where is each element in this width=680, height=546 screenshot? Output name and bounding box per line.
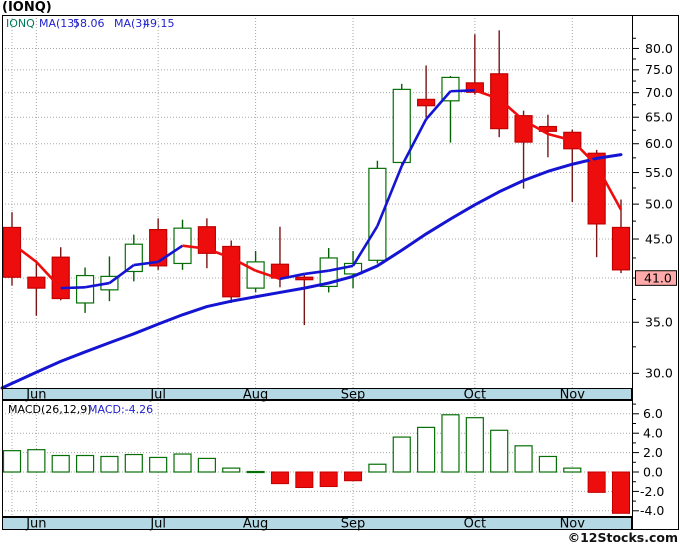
macd-bar <box>246 470 265 474</box>
candle-down <box>197 226 216 254</box>
legend-ma13-value: 58.06 <box>73 17 105 30</box>
macd-bar <box>392 436 411 473</box>
macd-bar <box>441 414 460 473</box>
frame <box>2 15 679 530</box>
svg-text:55.0: 55.0 <box>645 165 673 180</box>
macd-bar <box>612 471 630 514</box>
macd-bar <box>2 450 22 473</box>
ma3-line <box>11 89 623 290</box>
macd-label: MACD(26,12,9) <box>8 403 92 416</box>
svg-text:Jul: Jul <box>149 517 166 532</box>
watermark-12stocks: ©12Stocks.com <box>567 530 678 545</box>
macd-legend: MACD(26,12,9) MACD:-4.26 <box>0 403 632 416</box>
svg-text:-2.0: -2.0 <box>640 484 664 499</box>
candle-down <box>490 73 509 130</box>
candle-down <box>27 276 46 289</box>
legend-ma3-value: 49.15 <box>143 17 175 30</box>
price-legend: IONQ MA(13) 58.06 MA(3) 49.15 <box>0 17 632 30</box>
svg-text:45.0: 45.0 <box>645 231 673 246</box>
page-title: (IONQ) <box>2 0 52 15</box>
macd-bar <box>100 455 119 473</box>
macd-bar <box>344 471 363 482</box>
svg-text:Sep: Sep <box>341 387 366 402</box>
macd-bar <box>295 471 314 489</box>
candle-up <box>124 243 143 273</box>
macd-bar <box>417 426 436 473</box>
macd-bar <box>27 449 46 473</box>
macd-bars <box>2 414 630 514</box>
macd-bar <box>368 463 387 473</box>
svg-text:2.0: 2.0 <box>643 445 663 460</box>
candle-down <box>222 245 241 298</box>
candle-up <box>246 261 265 289</box>
macd-bar <box>514 445 533 473</box>
svg-text:Jul: Jul <box>149 387 166 402</box>
candle-down <box>51 256 70 300</box>
macd-bar <box>538 455 558 473</box>
svg-text:Nov: Nov <box>560 387 586 402</box>
svg-text:Nov: Nov <box>560 517 586 532</box>
svg-text:Jun: Jun <box>25 387 46 402</box>
gridlines <box>2 15 632 517</box>
ma13-line <box>0 153 623 390</box>
macd-bar <box>222 467 241 473</box>
candle-down <box>2 226 22 278</box>
candle-up <box>392 88 411 164</box>
macd-bar <box>587 471 606 493</box>
svg-text:65.0: 65.0 <box>645 110 673 125</box>
last-price-label: 41.0 <box>644 270 672 285</box>
month-bands: Jun Jun Jul Jul Aug Aug Sep Sep Oct Oct Nov Nov <box>2 387 632 532</box>
svg-text:30.0: 30.0 <box>645 366 673 381</box>
svg-text:4.0: 4.0 <box>643 426 663 441</box>
svg-text:35.0: 35.0 <box>645 315 673 330</box>
svg-text:60.0: 60.0 <box>645 136 673 151</box>
macd-bar <box>173 453 192 473</box>
candles <box>2 30 631 326</box>
macd-bar <box>149 456 168 473</box>
svg-text:Sep: Sep <box>341 517 366 532</box>
macd-bar <box>197 457 216 473</box>
svg-text:-4.0: -4.0 <box>640 503 664 518</box>
svg-text:70.0: 70.0 <box>645 85 673 100</box>
candle-down <box>465 82 484 93</box>
macd-bar <box>51 454 70 473</box>
svg-text:Jun: Jun <box>25 517 46 532</box>
macd-bar <box>270 471 289 485</box>
macd-axis: 6.0 4.0 2.0 0.0 -2.0 -4.0 <box>632 403 664 518</box>
legend-symbol: IONQ <box>6 17 35 30</box>
svg-text:80.0: 80.0 <box>645 41 673 56</box>
macd-bar <box>319 471 338 488</box>
macd-value: MACD:-4.26 <box>88 403 154 416</box>
candle-up <box>368 167 387 261</box>
last-price-highlight <box>635 270 677 286</box>
svg-text:0.0: 0.0 <box>643 464 663 479</box>
legend-ma3-label: MA(3) <box>114 17 147 30</box>
macd-bar <box>490 429 509 473</box>
macd-bar <box>465 417 484 473</box>
macd-bar <box>75 454 95 473</box>
candle-down <box>611 226 631 271</box>
candle-down <box>417 98 436 107</box>
svg-text:6.0: 6.0 <box>643 406 663 421</box>
svg-text:Oct: Oct <box>464 387 486 402</box>
macd-bar <box>124 453 143 473</box>
svg-text:Aug: Aug <box>243 387 268 402</box>
candle-up <box>75 274 95 304</box>
candle-down <box>295 276 314 281</box>
price-axis: 80.0 75.0 70.0 65.0 60.0 55.0 50.0 45.0 41.0 35.0… <box>632 37 677 381</box>
candle-down <box>149 228 168 267</box>
macd-bar <box>563 467 582 473</box>
svg-text:Oct: Oct <box>464 517 486 532</box>
svg-text:50.0: 50.0 <box>645 197 673 212</box>
legend-ma13-label: MA(13) <box>39 17 79 30</box>
svg-text:75.0: 75.0 <box>645 62 673 77</box>
svg-text:Aug: Aug <box>243 517 268 532</box>
